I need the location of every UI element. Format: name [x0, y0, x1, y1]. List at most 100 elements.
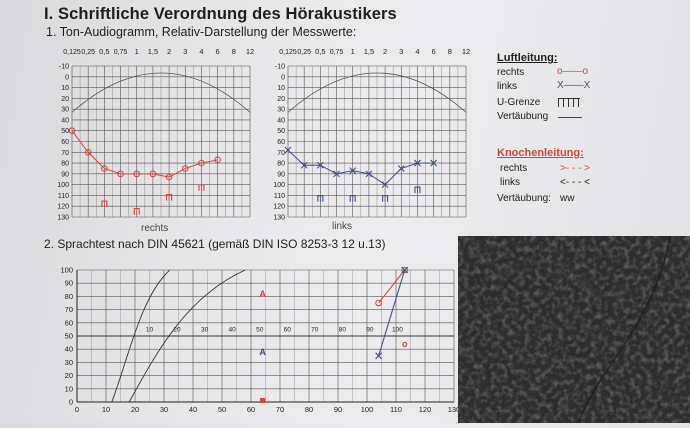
- db-tick-label: 60: [277, 139, 285, 146]
- u-limit-bracket: [382, 195, 389, 202]
- db-tick-label: 0: [281, 74, 285, 81]
- y-tick-label: 80: [65, 292, 73, 301]
- speech-marker: A: [259, 289, 266, 299]
- freq-tick-label: 8: [232, 47, 236, 56]
- data-point-cross: [333, 170, 340, 178]
- x-tick-label: 20: [131, 405, 139, 414]
- x-tick-label: 30: [160, 405, 168, 414]
- masking-curve: [287, 72, 467, 113]
- legend-air-right: rechts: [497, 67, 525, 78]
- data-point-circle: [68, 127, 76, 135]
- u-limit-marker: [133, 208, 140, 215]
- legend-bone-right: rechts: [500, 163, 528, 174]
- x-tick-label: 120: [419, 405, 432, 414]
- x-tick-label: 10: [102, 405, 110, 414]
- inner-axis-label: 30: [201, 326, 209, 333]
- freq-tick-label: 1: [135, 47, 139, 56]
- inner-axis-label: 60: [284, 326, 292, 333]
- db-tick-label: 120: [57, 204, 69, 211]
- inner-axis-label: 40: [229, 326, 237, 333]
- data-point-circle: [133, 170, 141, 178]
- x-tick-label: 130: [448, 405, 461, 414]
- legend-bone-masking: Vertäubung:: [497, 193, 551, 204]
- y-tick-label: 10: [65, 384, 73, 393]
- cross-stroke: [300, 161, 308, 169]
- speech-point-circle: [401, 266, 409, 274]
- legend-u-limit: U-Grenze: [497, 97, 541, 108]
- u-limit-bracket: [101, 200, 108, 208]
- page-title: I. Schriftliche Verordnung des Hörakusti…: [44, 5, 397, 23]
- u-limit-marker: [382, 195, 389, 202]
- freq-tick-label: 0,75: [114, 49, 128, 56]
- db-tick-label: 70: [61, 150, 69, 157]
- inner-axis-label: 10: [146, 326, 154, 333]
- db-tick-label: 80: [277, 161, 285, 168]
- speech-point-cross: [401, 266, 409, 274]
- inner-axis-label: 70: [311, 326, 319, 333]
- legend-bone-left: links: [500, 177, 521, 188]
- cross-stroke: [316, 161, 324, 169]
- freq-tick-label: 0,5: [315, 47, 325, 56]
- u-limit-bracket: [317, 195, 324, 202]
- speech-point-circle: [375, 299, 382, 307]
- db-tick-label: 30: [61, 107, 69, 114]
- reference-curve-numbers: [111, 269, 171, 403]
- db-tick-label: 0: [65, 74, 69, 81]
- cross-stroke: [397, 165, 405, 172]
- legend-bone-title: Knochenleitung:: [497, 147, 584, 159]
- audiogram-grid: [71, 65, 251, 218]
- db-tick-label: 80: [61, 161, 69, 168]
- db-tick-label: 130: [57, 215, 69, 222]
- freq-tick-label: 0,125: [63, 49, 81, 56]
- freq-tick-label: 3: [183, 47, 187, 56]
- cross-stroke: [401, 266, 409, 274]
- legend-air-left: links: [497, 81, 518, 92]
- db-tick-label: 20: [277, 96, 285, 103]
- audiogram-grid: [287, 65, 467, 218]
- x-tick-label: 90: [334, 405, 342, 414]
- inner-axis-label: 80: [339, 326, 347, 333]
- data-point-cross: [381, 181, 389, 189]
- speech-series-rechts: [378, 269, 406, 304]
- cross-stroke: [333, 170, 340, 178]
- db-tick-label: 40: [61, 117, 69, 124]
- db-tick-label: 100: [273, 182, 285, 189]
- data-point-cross: [365, 170, 373, 178]
- inner-axis-label: 90: [366, 326, 374, 333]
- db-tick-label: 100: [57, 182, 69, 189]
- cross-stroke: [430, 159, 438, 167]
- speech-marker: o: [402, 339, 408, 349]
- db-tick-label: 40: [277, 117, 285, 124]
- freq-tick-label: 2: [167, 47, 171, 56]
- y-tick-label: 60: [65, 318, 73, 327]
- legend-air-left-symbol: X——X: [557, 80, 591, 91]
- cross-stroke: [375, 352, 382, 360]
- x-tick-label: 100: [361, 405, 374, 414]
- freq-tick-label: 1: [351, 47, 355, 56]
- data-point-circle: [214, 156, 221, 164]
- cross-stroke: [365, 170, 373, 178]
- data-point-circle: [117, 170, 124, 178]
- data-point-cross: [430, 159, 438, 167]
- data-point-circle: [198, 159, 205, 167]
- reference-curve-words: [128, 269, 246, 403]
- speech-marker: A: [259, 347, 266, 357]
- x-tick-label: 0: [75, 405, 79, 414]
- db-tick-label: 50: [277, 128, 285, 135]
- speech-bottom-marker: [260, 398, 266, 403]
- audiogram-right-label: rechts: [141, 223, 169, 234]
- db-tick-label: -10: [59, 64, 69, 71]
- db-tick-label: 110: [274, 193, 285, 200]
- freq-tick-label: 3: [399, 47, 403, 56]
- data-point-cross: [349, 167, 357, 175]
- leather-texture: [458, 236, 690, 423]
- speech-grid: [76, 269, 455, 403]
- speech-test-chart: 0 10 20 30 40 50 60 70 80 90 100 110 120 130 0 10 20 30 40…: [60, 266, 461, 415]
- data-point-cross: [414, 159, 421, 167]
- x-tick-label: 110: [390, 405, 402, 414]
- u-limit-marker: [101, 200, 108, 208]
- freq-tick-label: 12: [462, 47, 470, 56]
- series-line-rechts: [71, 130, 218, 178]
- freq-tick-label: 8: [448, 47, 452, 56]
